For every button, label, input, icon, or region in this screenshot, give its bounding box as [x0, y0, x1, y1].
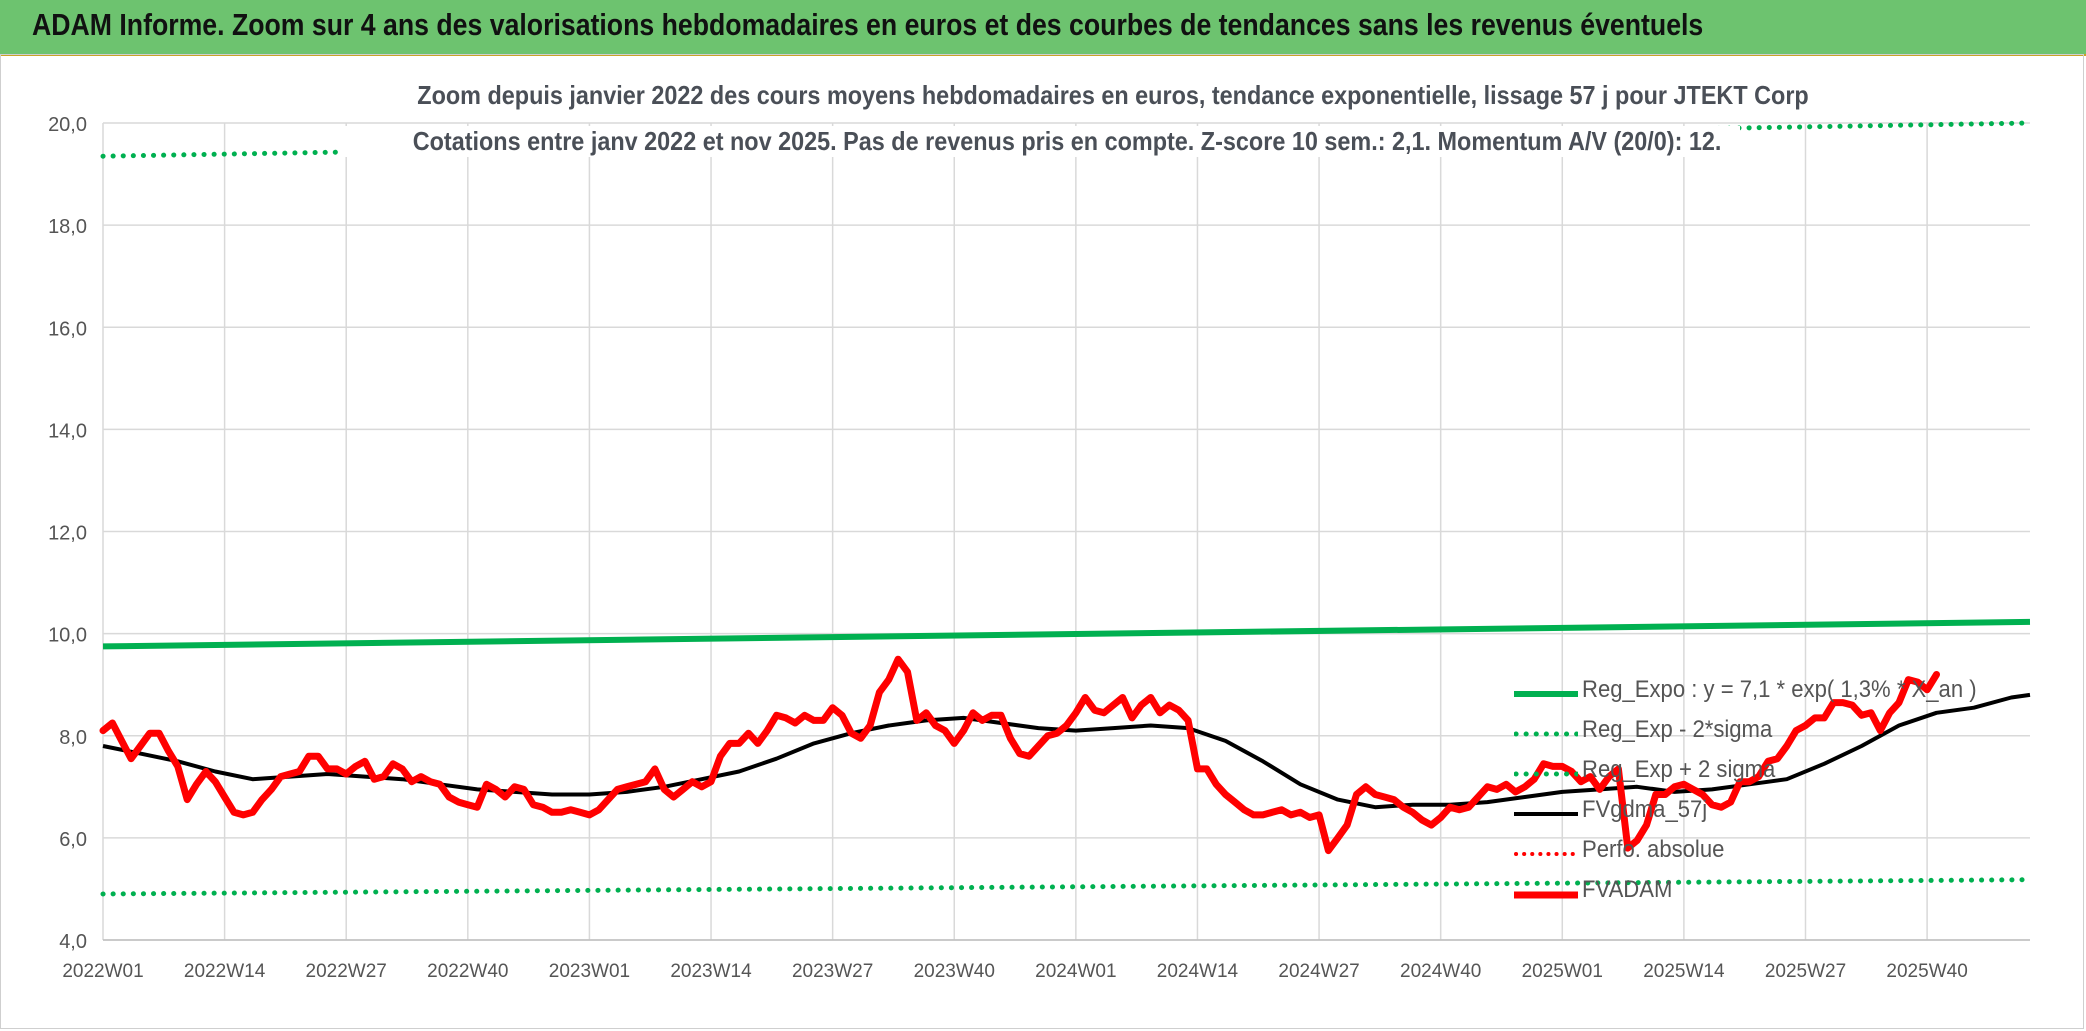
legend-item-fvgdma: FVgdma_57j — [1512, 792, 1992, 832]
legend-label: Perfo. absolue — [1582, 836, 1725, 863]
legend: Reg_Expo : y = 7,1 * exp( 1,3% * X_an ) … — [1512, 672, 1992, 912]
legend-sample-perfo — [1514, 852, 1578, 856]
x-tick-label: 2025W27 — [1765, 961, 1846, 982]
legend-item-reg-expo: Reg_Expo : y = 7,1 * exp( 1,3% * X_an ) — [1512, 672, 1992, 712]
x-tick-label: 2024W14 — [1157, 961, 1239, 982]
legend-sample-fvadam — [1514, 891, 1578, 899]
x-tick-label: 2023W40 — [914, 961, 995, 982]
y-tick-label: 18,0 — [48, 216, 87, 238]
series-reg-expo — [102, 618, 2031, 650]
x-tick-label: 2025W40 — [1886, 961, 1967, 982]
x-tick-label: 2022W27 — [306, 961, 387, 982]
x-tick-label: 2023W27 — [792, 961, 873, 982]
y-tick-label: 16,0 — [48, 318, 87, 340]
report-banner: ADAM Informe. Zoom sur 4 ans des valoris… — [0, 0, 2086, 56]
legend-item-reg-exp-minus: Reg_Exp - 2*sigma — [1512, 712, 1992, 752]
y-tick-label: 4,0 — [59, 931, 87, 953]
series-reg-exp-minus-2sigma — [100, 877, 2033, 897]
x-tick-label: 2023W01 — [549, 961, 630, 982]
series-fvadam — [99, 655, 1940, 855]
x-tick-label: 2024W01 — [1035, 961, 1116, 982]
y-tick-label: 8,0 — [59, 727, 87, 749]
y-tick-label: 14,0 — [48, 420, 87, 442]
y-tick-label: 20,0 — [48, 114, 87, 136]
legend-label: FVgdma_57j — [1582, 796, 1708, 823]
x-tick-label: 2025W14 — [1643, 961, 1725, 982]
chart-subtitle: Cotations entre janv 2022 et nov 2025. P… — [340, 126, 1740, 157]
legend-label: Reg_Exp + 2 sigma — [1582, 756, 1776, 783]
chart-frame — [0, 54, 2084, 1029]
x-tick-label: 2022W14 — [184, 961, 266, 982]
x-tick-label: 2023W14 — [670, 961, 752, 982]
x-tick-label: 2022W40 — [427, 961, 508, 982]
y-tick-label: 6,0 — [59, 829, 87, 851]
report-title: ADAM Informe. Zoom sur 4 ans des valoris… — [32, 7, 1704, 42]
legend-sample-reg-expo — [1514, 691, 1578, 697]
legend-label: Reg_Exp - 2*sigma — [1582, 716, 1773, 743]
legend-label: FVADAM — [1582, 876, 1673, 903]
chart-title: Zoom depuis janvier 2022 des cours moyen… — [340, 80, 1809, 111]
legend-label: Reg_Expo : y = 7,1 * exp( 1,3% * X_an ) — [1582, 676, 1977, 703]
x-tick-label: 2024W40 — [1400, 961, 1481, 982]
legend-item-reg-exp-plus: Reg_Exp + 2 sigma — [1512, 752, 1992, 792]
legend-item-fvadam: FVADAM — [1512, 872, 1992, 912]
x-tick-label: 2024W27 — [1278, 961, 1359, 982]
y-tick-label: 12,0 — [48, 523, 87, 545]
legend-sample-fvgdma — [1514, 812, 1578, 816]
legend-item-perfo: Perfo. absolue — [1512, 832, 1992, 872]
legend-sample-reg-exp-minus — [1514, 731, 1578, 737]
axis-layer: 4,0 6,0 8,0 10,0 12,0 14,0 16,0 18,0 20,0 2022W01… — [48, 114, 2030, 982]
y-tick-label: 10,0 — [48, 625, 87, 647]
legend-sample-reg-exp-plus — [1514, 771, 1578, 777]
x-tick-label: 2025W01 — [1522, 961, 1603, 982]
x-tick-label: 2022W01 — [62, 961, 143, 982]
